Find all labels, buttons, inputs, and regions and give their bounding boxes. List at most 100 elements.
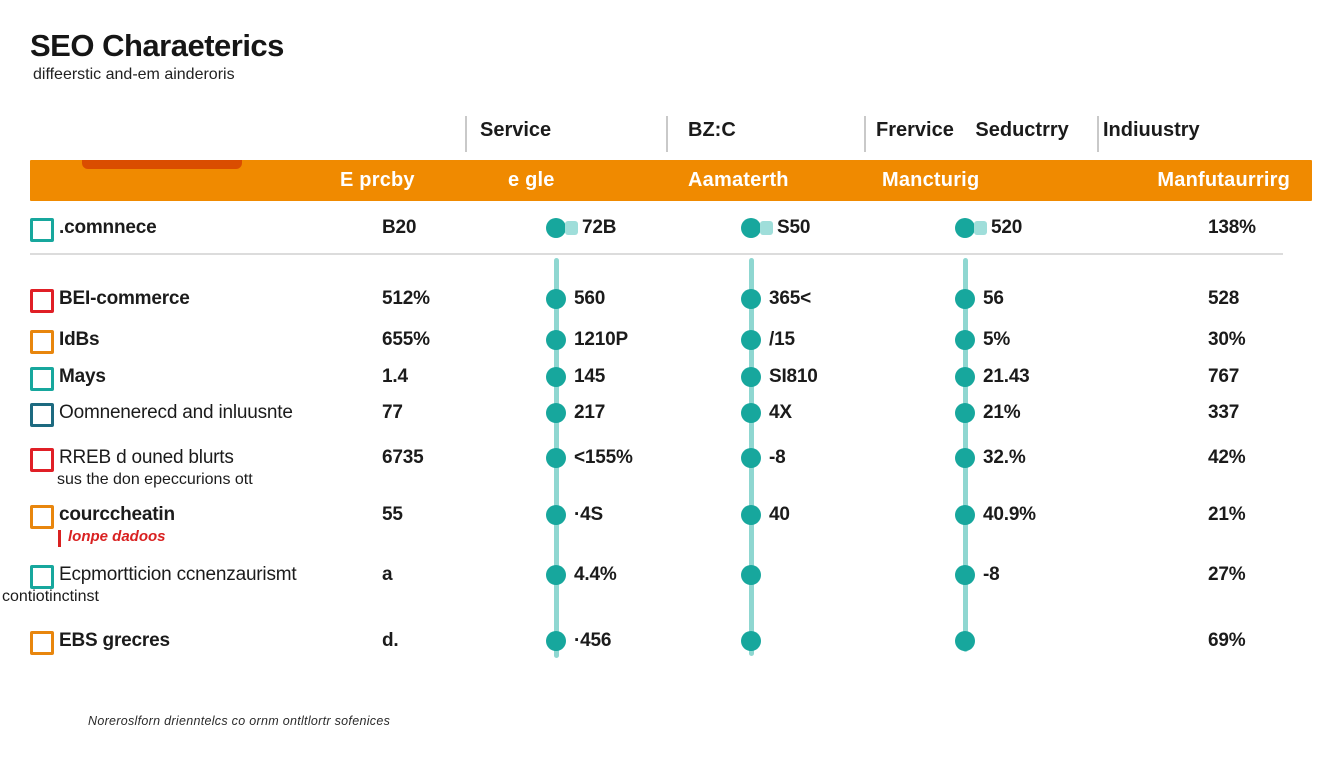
column-group-service-industry: Frervice Seductrry	[876, 119, 1069, 141]
column-group-b2c: BZ:C	[688, 119, 736, 141]
red-checkbox-icon	[30, 448, 54, 472]
cell-value: /15	[769, 329, 795, 350]
cell-value: 138%	[1208, 217, 1256, 238]
cell-value: 145	[574, 366, 606, 387]
table-row: Mays 1.4 145 SI810 21.43 767	[0, 366, 1344, 392]
row-label: IdBs	[59, 329, 100, 350]
data-point-dot-icon	[741, 218, 761, 238]
data-point-dot-icon	[741, 367, 761, 387]
data-point-dot-icon	[741, 289, 761, 309]
dot-highlight	[974, 221, 987, 235]
table-row: Oomnenerecd and inluusnte 77 217 4X 21% 337	[0, 402, 1344, 428]
dot-highlight	[565, 221, 578, 235]
teal-checkbox-icon	[30, 218, 54, 242]
data-point-dot-icon	[955, 367, 975, 387]
cell-value: 27%	[1208, 564, 1246, 585]
header-divider	[1097, 116, 1099, 152]
header-divider	[864, 116, 866, 152]
cell-value: 1.4	[382, 366, 408, 387]
cell-value: 6735	[382, 447, 424, 468]
cell-value: 217	[574, 402, 606, 423]
page-title: SEO Charaeterics	[30, 28, 284, 63]
orange-checkbox-icon	[30, 505, 54, 529]
cell-value: S50	[777, 217, 811, 238]
cell-value: SI810	[769, 366, 818, 387]
cell-value: 512%	[382, 288, 430, 309]
header-divider	[465, 116, 467, 152]
cell-value: -8	[769, 447, 786, 468]
cell-value: 30%	[1208, 329, 1246, 350]
row-label: Mays	[59, 366, 106, 387]
column-group-service: Service	[480, 119, 552, 141]
row-label: Ecpmortticion ccnenzaurismt	[59, 564, 297, 585]
row-label: EBS grecres	[59, 630, 170, 651]
data-point-dot-icon	[955, 505, 975, 525]
row-label: BEI-commerce	[59, 288, 190, 309]
row-sublabel: lonpe dadoos	[68, 528, 166, 545]
band-label-manfutaurrirg: Manfutaurrirg	[1157, 169, 1290, 191]
band-label-egle: e gle	[508, 169, 555, 191]
data-point-dot-icon	[955, 448, 975, 468]
cell-value: 42%	[1208, 447, 1246, 468]
table-row: BEI-commerce 512% 560 365< 56 528	[0, 288, 1344, 314]
cell-value: 337	[1208, 402, 1240, 423]
note-bar	[58, 530, 61, 547]
cell-value: 55	[382, 504, 403, 525]
table-row: courccheatin lonpe dadoos 55 ·4S 40 40.9% 21%	[0, 504, 1344, 547]
cell-value: 21%	[1208, 504, 1246, 525]
row-label: Oomnenerecd and inluusnte	[59, 402, 293, 423]
data-point-dot-icon	[741, 505, 761, 525]
cell-value: 69%	[1208, 630, 1246, 651]
cell-value: 32.%	[983, 447, 1026, 468]
row-sublabel: sus the don epeccurions ott	[57, 471, 253, 488]
cell-value: 365<	[769, 288, 811, 309]
cell-value: a	[382, 564, 393, 585]
dot-highlight	[760, 221, 773, 235]
red-checkbox-icon	[30, 289, 54, 313]
table-row: IdBs 655% 1210P/15 5% 30%	[0, 329, 1344, 355]
page-subtitle: diffeerstic and-em ainderoris	[33, 66, 235, 83]
table-row: .comnnece B20 72B S50 520 138%	[0, 217, 1344, 243]
data-point-dot-icon	[546, 403, 566, 423]
cell-value: 5%	[983, 329, 1011, 350]
cell-value: 4X	[769, 402, 792, 423]
data-point-dot-icon	[546, 631, 566, 651]
cell-value: 40	[769, 504, 790, 525]
cell-value: 77	[382, 402, 403, 423]
cell-value: ·456	[574, 630, 612, 651]
teal-checkbox-icon	[30, 565, 54, 589]
data-point-dot-icon	[955, 218, 975, 238]
band-label-mancturig: Mancturig	[882, 169, 980, 191]
cell-value: 72B	[582, 217, 617, 238]
band-smudge	[82, 160, 242, 169]
row-label: .comnnece	[59, 217, 157, 238]
data-point-dot-icon	[741, 631, 761, 651]
cell-value: -8	[983, 564, 1000, 585]
row-label: RREB d ouned blurts	[59, 447, 234, 468]
cell-value: 4.4%	[574, 564, 617, 585]
data-point-dot-icon	[741, 330, 761, 350]
cell-value: 21%	[983, 402, 1021, 423]
table-row: RREB d ouned blurts sus the don epeccurio…	[0, 447, 1344, 488]
header-divider	[666, 116, 668, 152]
footnote: Noreroslforn drienntelcs co ornm ontltlo…	[88, 714, 391, 728]
data-point-dot-icon	[546, 565, 566, 585]
cell-value: 528	[1208, 288, 1240, 309]
column-group-industry: Indiuustry	[1103, 119, 1200, 141]
steel-checkbox-icon	[30, 403, 54, 427]
data-point-dot-icon	[955, 403, 975, 423]
cell-value: d.	[382, 630, 399, 651]
cell-value: 40.9%	[983, 504, 1036, 525]
cell-value: 655%	[382, 329, 430, 350]
data-point-dot-icon	[741, 403, 761, 423]
data-point-dot-icon	[546, 505, 566, 525]
table-header-band: E prcby e gle Aamaterth Mancturig Manfut…	[30, 160, 1312, 201]
data-point-dot-icon	[546, 289, 566, 309]
cell-value: ·4S	[574, 504, 603, 525]
data-point-dot-icon	[741, 448, 761, 468]
data-point-dot-icon	[546, 367, 566, 387]
data-point-dot-icon	[546, 218, 566, 238]
orange-checkbox-icon	[30, 631, 54, 655]
cell-value: 1210P	[574, 329, 628, 350]
cell-value: B20	[382, 217, 417, 238]
